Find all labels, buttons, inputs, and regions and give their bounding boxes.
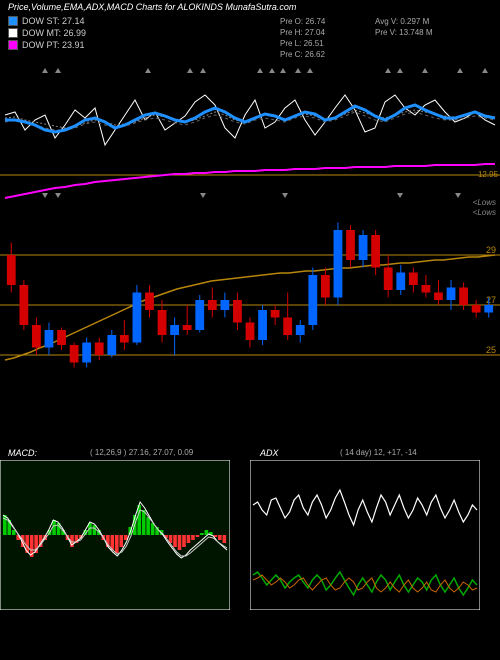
macd-label: MACD: xyxy=(8,448,37,458)
legend-item: DOW MT: 26.99 xyxy=(8,28,86,38)
candlestick-chart: 25 27 29 xyxy=(0,205,500,380)
svg-text:29: 29 xyxy=(486,245,496,255)
stat-row: Pre V: 13.748 M xyxy=(375,27,433,38)
chart-title: Price,Volume,EMA,ADX,MACD Charts for ALO… xyxy=(8,2,296,12)
stat-row: Pre L: 26.51 xyxy=(280,38,325,49)
stat-row: Pre H: 27.04 xyxy=(280,27,325,38)
main-right-label: 12.95 xyxy=(478,170,498,179)
candle-side-label: <Lows xyxy=(473,208,496,217)
adx-label: ADX xyxy=(260,448,279,458)
stats-col-2: Avg V: 0.297 MPre V: 13.748 M xyxy=(375,16,433,38)
adx-info: ( 14 day) 12, +17, -14 xyxy=(340,448,417,457)
svg-text:25: 25 xyxy=(486,345,496,355)
legend-label: DOW ST: 27.14 xyxy=(22,16,85,26)
legend-label: DOW MT: 26.99 xyxy=(22,28,86,38)
legend-swatch xyxy=(8,40,18,50)
legend-item: DOW PT: 23.91 xyxy=(8,40,86,50)
stat-row: Pre O: 26.74 xyxy=(280,16,325,27)
legend-swatch xyxy=(8,28,18,38)
macd-info: ( 12,26,9 ) 27.16, 27.07, 0.09 xyxy=(90,448,193,457)
stats-col-1: Pre O: 26.74Pre H: 27.04Pre L: 26.51Pre … xyxy=(280,16,325,60)
adx-chart xyxy=(250,460,480,610)
legend: DOW ST: 27.14 DOW MT: 26.99 DOW PT: 23.91 xyxy=(8,16,86,52)
stat-row: Avg V: 0.297 M xyxy=(375,16,433,27)
macd-chart xyxy=(0,460,230,610)
legend-label: DOW PT: 23.91 xyxy=(22,40,85,50)
legend-swatch xyxy=(8,16,18,26)
svg-text:27: 27 xyxy=(486,295,496,305)
main-ema-chart xyxy=(0,60,500,200)
stat-row: Pre C: 26.62 xyxy=(280,49,325,60)
legend-item: DOW ST: 27.14 xyxy=(8,16,86,26)
